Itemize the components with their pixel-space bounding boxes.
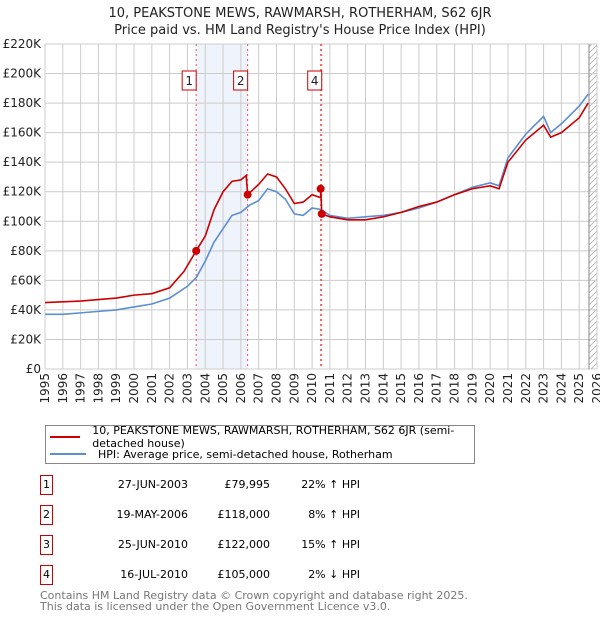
chart-plot: £0 £20K £40K £60K £80K £100K £120K £140K £160K £1… (3, 37, 600, 404)
y-tick-label: £0 (26, 362, 41, 376)
legend-item-property: 10, PEAKSTONE MEWS, RAWMARSH, ROTHERHAM,… (46, 424, 474, 450)
x-tick-label: 2025 (572, 373, 586, 404)
x-tick-label: 2019 (465, 373, 479, 404)
sale-row: 4 16-JUL-2010 £105,000 2% ↓ HPI (40, 565, 540, 585)
x-tick-label: 2024 (554, 373, 568, 404)
x-tick-label: 2020 (483, 373, 497, 404)
sale-date: 25-JUN-2010 (117, 538, 188, 551)
sale-point (316, 184, 325, 193)
x-tick-label: 2000 (127, 373, 141, 404)
sale-label: 2 (237, 74, 245, 88)
y-tick-label: £140K (3, 155, 43, 169)
sale-number: 2 (40, 505, 53, 525)
sale-price: £122,000 (217, 538, 271, 551)
sale-number: 1 (40, 475, 53, 495)
sale-hpi-diff: 2% ↓ HPI (308, 568, 360, 581)
legend-swatch-blue (50, 453, 86, 455)
x-tick-label: 2009 (287, 373, 301, 404)
y-tick-label: £160K (3, 126, 43, 140)
y-tick-label: £200K (3, 67, 43, 81)
sale-hpi-diff: 22% ↑ HPI (301, 478, 360, 491)
property-price-line (44, 102, 589, 304)
x-tick-label: 1998 (91, 373, 105, 404)
sale-number: 3 (40, 535, 53, 555)
shaded-period (196, 44, 248, 369)
footer: Contains HM Land Registry data © Crown c… (40, 590, 468, 612)
x-tick-label: 2003 (180, 373, 194, 404)
chart-title: 10, PEAKSTONE MEWS, RAWMARSH, ROTHERHAM,… (108, 6, 492, 21)
sale-price: £79,995 (224, 478, 271, 491)
sale-number: 4 (40, 565, 53, 585)
legend-swatch-red (50, 436, 81, 438)
y-tick-label: £100K (3, 214, 43, 228)
x-tick-label: 2017 (430, 373, 444, 404)
x-tick-label: 2026 (590, 373, 600, 404)
x-tick-label: 2012 (341, 373, 355, 404)
x-tick-label: 2010 (305, 373, 319, 404)
x-tick-label: 2007 (252, 373, 266, 404)
legend-label: 10, PEAKSTONE MEWS, RAWMARSH, ROTHERHAM,… (92, 424, 455, 450)
sale-label-box (181, 70, 197, 91)
x-tick-label: 2015 (394, 373, 408, 404)
legend: 10, PEAKSTONE MEWS, RAWMARSH, ROTHERHAM,… (45, 424, 475, 464)
footer-line-2: This data is licensed under the Open Gov… (40, 600, 391, 613)
x-tick-label: 2004 (198, 373, 212, 404)
x-tick-label: 1999 (109, 373, 123, 404)
sale-label: 1 (185, 74, 193, 88)
forecast-hatch (588, 44, 597, 369)
y-tick-label: £220K (3, 37, 43, 51)
sale-point (317, 209, 326, 218)
x-tick-label: 2022 (519, 373, 533, 404)
x-tick-label: 2018 (448, 373, 462, 404)
legend-label: HPI: Average price, semi-detached house,… (98, 447, 393, 461)
x-tick-label: 2023 (537, 373, 551, 404)
footer-line-1: Contains HM Land Registry data © Crown c… (40, 589, 468, 602)
x-tick-label: 1995 (38, 373, 52, 404)
sale-label-box (307, 70, 323, 91)
sale-point (243, 190, 252, 199)
x-tick-label: 2006 (234, 373, 248, 404)
sale-price: £105,000 (217, 568, 271, 581)
sale-point (192, 246, 201, 255)
chart-subtitle: Price paid vs. HM Land Registry's House … (114, 23, 486, 38)
sale-row: 3 25-JUN-2010 £122,000 15% ↑ HPI (40, 535, 540, 555)
sale-date: 16-JUL-2010 (120, 568, 188, 581)
sale-price: £118,000 (217, 508, 271, 521)
y-tick-label: £40K (10, 303, 42, 317)
x-tick-label: 1996 (56, 373, 70, 404)
sale-row: 1 27-JUN-2003 £79,995 22% ↑ HPI (40, 475, 540, 495)
x-tick-label: 2011 (323, 373, 337, 404)
sale-hpi-diff: 15% ↑ HPI (301, 538, 360, 551)
y-tick-label: £80K (10, 244, 42, 258)
hpi-line (45, 93, 589, 316)
sale-row: 2 19-MAY-2006 £118,000 8% ↑ HPI (40, 505, 540, 525)
y-tick-label: £120K (3, 185, 43, 199)
x-tick-label: 2008 (269, 373, 283, 404)
sale-date: 27-JUN-2003 (117, 478, 188, 491)
x-tick-label: 2002 (163, 373, 177, 404)
x-tick-label: 2014 (376, 373, 390, 404)
x-tick-label: 2016 (412, 373, 426, 404)
y-tick-label: £60K (10, 273, 42, 287)
y-tick-label: £20K (10, 332, 42, 346)
legend-item-hpi: HPI: Average price, semi-detached house,… (46, 446, 393, 462)
sale-date: 19-MAY-2006 (116, 508, 188, 521)
sale-label-box (233, 70, 249, 91)
x-tick-label: 2001 (145, 373, 159, 404)
x-tick-label: 1997 (74, 373, 88, 404)
sale-hpi-diff: 8% ↑ HPI (308, 508, 360, 521)
x-tick-label: 2005 (216, 373, 230, 404)
y-tick-label: £180K (3, 96, 43, 110)
x-tick-label: 2013 (359, 373, 373, 404)
sale-label: 4 (311, 74, 319, 88)
x-tick-label: 2021 (501, 373, 515, 404)
